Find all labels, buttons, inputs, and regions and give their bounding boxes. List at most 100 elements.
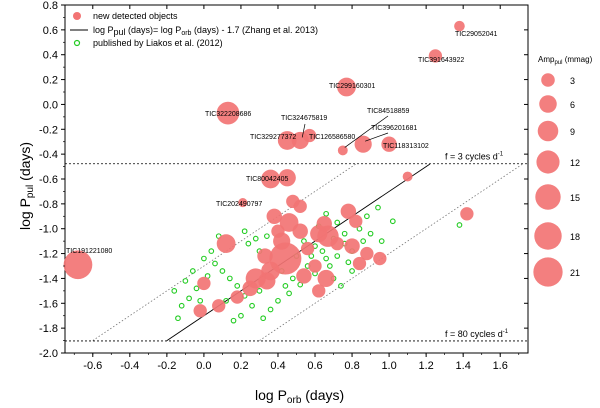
- y-tick-label-12: 0.2: [43, 75, 58, 87]
- published-point-12: [323, 255, 329, 262]
- size-legend-title: Amppul (mmag): [538, 55, 593, 66]
- label-arrow-2: [301, 123, 306, 138]
- size-legend-label-21: 21: [570, 268, 580, 278]
- published-point-54: [367, 230, 374, 237]
- y-tick-label-9: -0.4: [39, 149, 58, 161]
- x-tick-label-9: 1.0: [381, 360, 396, 372]
- object-label-TIC299160301: TIC299160301: [329, 83, 375, 90]
- published-point-22: [260, 315, 267, 322]
- object-label-TIC118313102: TIC118313102: [383, 143, 429, 150]
- published-point-63: [326, 263, 333, 269]
- x-tick-label-3: -0.2: [157, 360, 176, 372]
- new-point-11: [340, 203, 357, 220]
- label-arrow-3: [365, 132, 389, 142]
- labeled-point-TIC396201681: [354, 135, 372, 153]
- y-tick-label-5: -1.2: [39, 249, 58, 261]
- published-point-33: [171, 288, 178, 294]
- labeled-point-TIC29052041: [454, 20, 465, 32]
- plot-frame: [64, 4, 529, 354]
- legend-published-marker: [73, 39, 81, 47]
- y-tick-label-14: 0.6: [43, 25, 58, 37]
- new-point-15: [330, 236, 344, 251]
- size-legend-marker-21: [533, 257, 563, 287]
- published-point-26: [226, 275, 233, 282]
- published-point-27: [219, 268, 226, 274]
- object-label-TIC126586580: TIC126586580: [309, 134, 355, 141]
- new-point-2: [402, 171, 413, 182]
- y-tick-label-2: -1.8: [39, 323, 58, 335]
- legend-new-label: new detected objects: [93, 11, 178, 21]
- legend-published-label: published by Liakos et al. (2012): [93, 38, 223, 48]
- x-tick-label-2: -0.4: [120, 360, 139, 372]
- object-label-TIC191221080: TIC191221080: [66, 248, 112, 255]
- size-legend-label-9: 9: [570, 127, 575, 137]
- published-point-43: [264, 233, 270, 240]
- legend-fit-label: log Ppul (days)= log Porb (days) - 1.7 (…: [93, 25, 318, 37]
- size-legend-label-12: 12: [570, 158, 580, 168]
- y-tick-label-7: -0.8: [39, 199, 58, 211]
- legend-new-marker: [73, 12, 81, 20]
- y-tick-label-1: -2.0: [39, 348, 58, 360]
- size-legend-marker-3: [541, 73, 555, 87]
- y-tick-label-13: 0.4: [43, 50, 58, 62]
- published-point-36: [201, 255, 207, 262]
- labeled-point-TIC84518859: [337, 145, 348, 156]
- published-point-3: [456, 222, 463, 228]
- published-point-30: [193, 285, 200, 292]
- new-point-3: [278, 169, 296, 187]
- published-point-64: [341, 230, 348, 237]
- freq-line-label-2: f = 80 cycles d-1: [445, 329, 509, 339]
- frequency-lines: f = 3 cycles d-1 f = 80 cycles d-1: [65, 152, 528, 342]
- axis-ticks: -0.6 -0.4 -0.2 0.0 0.2 0.4 0.6 0.8 1.0 1.2 1.4 1.6 -…: [39, 0, 528, 372]
- size-legend-marker-12: [536, 150, 560, 174]
- new-point-19: [373, 251, 387, 266]
- size-legend-label-6: 6: [570, 100, 575, 110]
- freq-line-label-1: f = 3 cycles d-1: [445, 152, 504, 162]
- size-legend-label-18: 18: [570, 232, 580, 242]
- new-point-28: [312, 284, 326, 298]
- published-point-10: [345, 259, 352, 266]
- published-point-20: [275, 297, 281, 304]
- new-point-29: [242, 280, 258, 297]
- legend: new detected objects log Ppul (days)= lo…: [70, 11, 318, 48]
- size-legend: Amppul (mmag) 3 6 9 12 15 18 21: [533, 55, 593, 287]
- new-point-24: [258, 272, 276, 290]
- labeled-point-TIC118313102: [381, 136, 397, 152]
- size-legend-marker-9: [537, 120, 559, 142]
- published-point-4: [364, 213, 370, 220]
- y-tick-label-10: -0.2: [39, 124, 58, 136]
- bound-line-2: [259, 163, 523, 341]
- published-point-18: [289, 275, 296, 282]
- published-point-40: [245, 240, 252, 247]
- new-point-35: [286, 194, 300, 209]
- new-point-16: [344, 238, 360, 254]
- published-point-2: [389, 218, 396, 225]
- published-point-1: [375, 204, 381, 211]
- object-label-TIC29052041: TIC29052041: [455, 31, 498, 38]
- labeled-point-TIC191221080: [63, 250, 93, 280]
- published-point-57: [175, 315, 181, 322]
- object-label-TIC329277372: TIC329277372: [250, 134, 296, 141]
- published-point-35: [189, 268, 196, 274]
- object-label-TIC202490797: TIC202490797: [216, 201, 262, 208]
- object-label-TIC396201681: TIC396201681: [371, 125, 417, 132]
- new-point-12: [349, 214, 363, 228]
- labeled-point-TIC329277372: [277, 131, 297, 150]
- y-axis-label: log Ppul (days): [17, 142, 36, 230]
- new-point-33: [193, 304, 207, 318]
- published-point-59: [223, 297, 229, 304]
- new-point-26: [308, 259, 322, 273]
- object-label-TIC322208686: TIC322208686: [205, 111, 251, 118]
- published-point-32: [178, 302, 185, 309]
- new-point-5: [266, 208, 282, 225]
- object-label-TIC324675819: TIC324675819: [281, 115, 327, 122]
- new-point-14: [310, 225, 328, 243]
- published-point-37: [208, 248, 215, 254]
- published-point-39: [241, 228, 248, 235]
- x-tick-label-8: 0.8: [344, 360, 359, 372]
- published-point-52: [349, 268, 355, 274]
- published-point-31: [186, 295, 192, 302]
- published-point-51: [338, 283, 344, 289]
- new-point-1: [460, 207, 474, 221]
